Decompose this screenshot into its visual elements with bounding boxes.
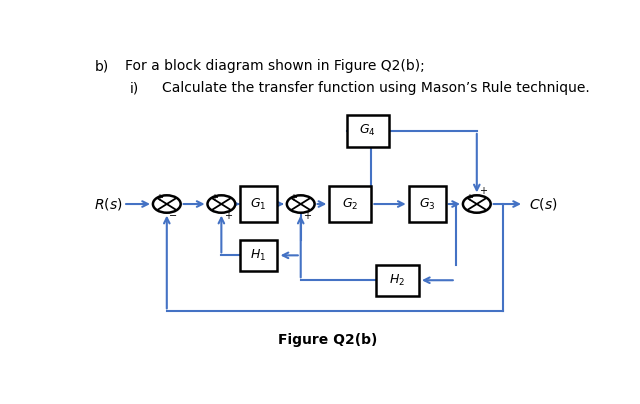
Text: $G_3$: $G_3$ [419, 196, 435, 212]
Text: +: + [223, 211, 232, 221]
Text: −: − [169, 211, 177, 221]
Text: i): i) [129, 81, 139, 95]
Text: +: + [465, 193, 473, 203]
FancyBboxPatch shape [347, 115, 388, 147]
FancyBboxPatch shape [376, 265, 419, 296]
Text: +: + [479, 186, 487, 196]
FancyBboxPatch shape [240, 186, 277, 222]
Text: Calculate the transfer function using Mason’s Rule technique.: Calculate the transfer function using Ma… [162, 81, 589, 95]
Text: +: + [155, 193, 163, 203]
Text: $G_1$: $G_1$ [250, 196, 267, 212]
Text: $H_1$: $H_1$ [250, 248, 267, 263]
Circle shape [463, 195, 491, 213]
Text: +: + [210, 193, 218, 203]
Text: b): b) [95, 59, 109, 74]
Circle shape [207, 195, 236, 213]
FancyBboxPatch shape [329, 186, 371, 222]
Text: $C(s)$: $C(s)$ [529, 196, 557, 212]
FancyBboxPatch shape [408, 186, 446, 222]
Text: +: + [303, 211, 311, 221]
FancyBboxPatch shape [240, 240, 277, 271]
Text: Figure Q2(b): Figure Q2(b) [278, 333, 378, 347]
Circle shape [287, 195, 315, 213]
Text: $G_2$: $G_2$ [342, 196, 358, 212]
Text: $G_4$: $G_4$ [359, 123, 376, 139]
Text: $H_2$: $H_2$ [389, 273, 406, 288]
Circle shape [153, 195, 180, 213]
Text: $R(s)$: $R(s)$ [93, 196, 122, 212]
Text: For a block diagram shown in Figure Q2(b);: For a block diagram shown in Figure Q2(b… [125, 59, 424, 74]
Text: +: + [289, 193, 297, 203]
